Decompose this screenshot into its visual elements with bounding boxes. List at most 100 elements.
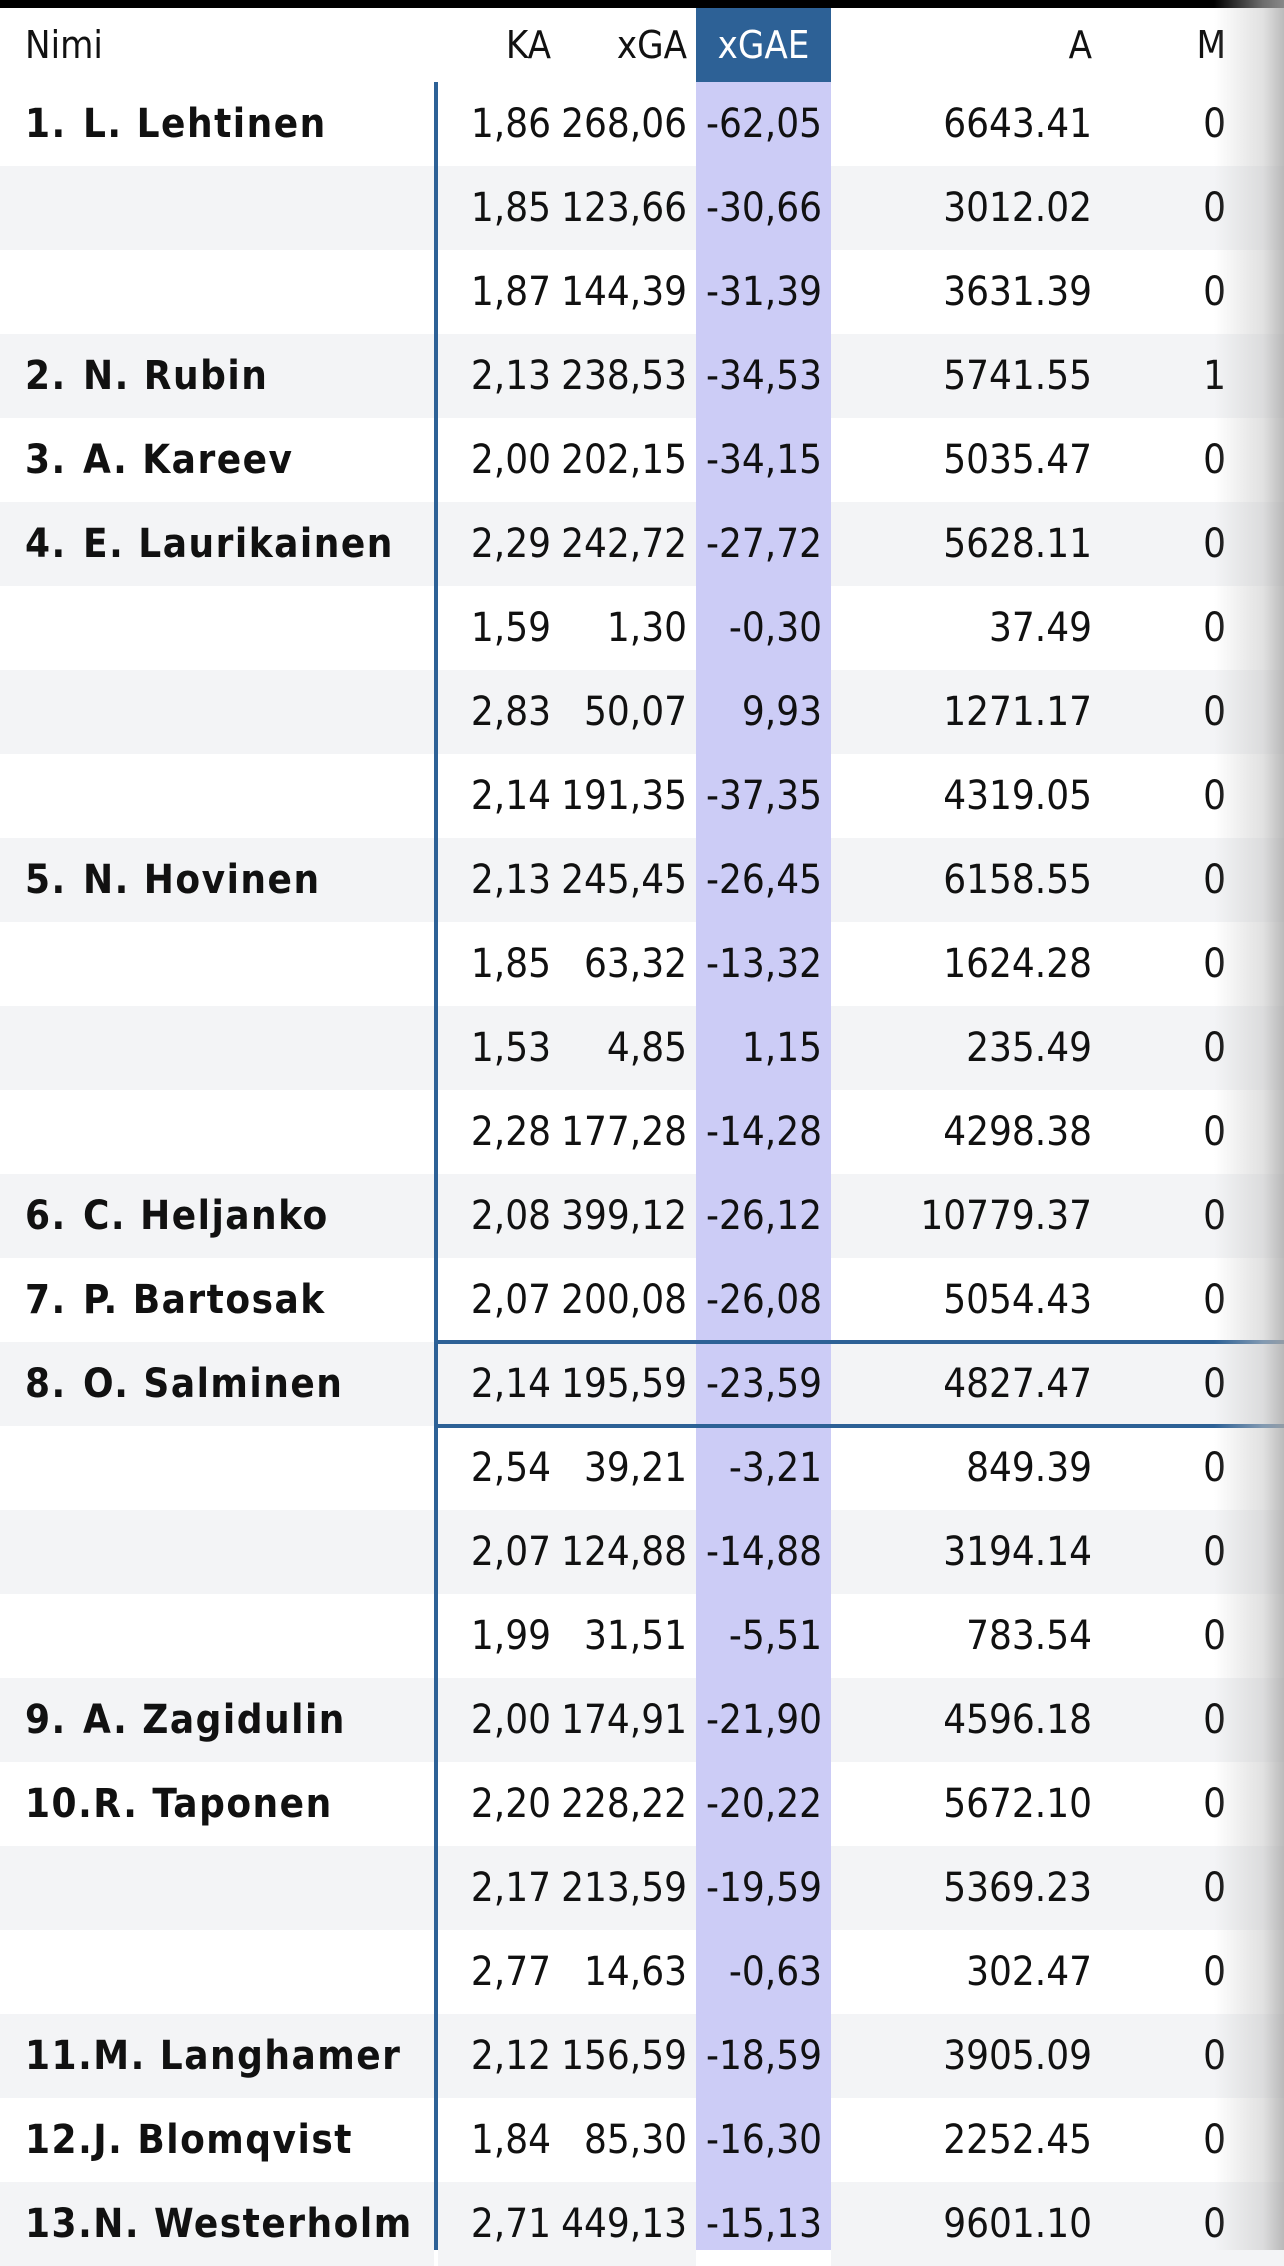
- table-row[interactable]: 1,85 63,32 -13,32 1624.28 0: [0, 922, 1284, 1006]
- ka-cell: 1,87: [470, 269, 551, 315]
- player-name-cell[interactable]: 3. A. Kareev: [25, 418, 435, 502]
- column-header-xgae-sorted[interactable]: xGAE: [696, 8, 831, 82]
- table-row[interactable]: 2,17 213,59 -19,59 5369.23 0: [0, 1846, 1284, 1930]
- player-name-cell[interactable]: 12.J. Blomqvist: [25, 2098, 435, 2182]
- player-name[interactable]: O. Salminen: [83, 1361, 344, 1407]
- table-row[interactable]: 7. P. Bartosak 2,07 200,08 -26,08 5054.43 0: [0, 1258, 1284, 1342]
- column-header-a[interactable]: A: [1068, 23, 1092, 67]
- table-row[interactable]: 5. N. Hovinen 2,13 245,45 -26,45 6158.55 0: [0, 838, 1284, 922]
- xga-cell: 228,22: [561, 1781, 687, 1827]
- table-row[interactable]: 13.N. Westerholm 2,71 449,13 -15,13 9601.10 0: [0, 2182, 1284, 2266]
- player-name-cell[interactable]: 10.R. Taponen: [25, 1762, 435, 1846]
- player-name-cell[interactable]: [25, 922, 435, 1006]
- table-row[interactable]: 2,14 191,35 -37,35 4319.05 0: [0, 754, 1284, 838]
- row-background-left: [0, 1510, 434, 1594]
- a-cell: 5628.11: [943, 521, 1092, 567]
- top-edge-bar: [0, 0, 1284, 8]
- player-name[interactable]: A. Kareev: [83, 437, 294, 483]
- a-cell: 5672.10: [943, 1781, 1092, 1827]
- table-row[interactable]: 1,99 31,51 -5,51 783.54 0: [0, 1594, 1284, 1678]
- player-name-cell[interactable]: 6. C. Heljanko: [25, 1174, 435, 1258]
- rank-number: 8.: [25, 1361, 67, 1407]
- player-name[interactable]: R. Taponen: [93, 1781, 333, 1827]
- table-row[interactable]: 1,53 4,85 1,15 235.49 0: [0, 1006, 1284, 1090]
- rank-number: 5.: [25, 857, 67, 903]
- row-background-right: [438, 1174, 1284, 1258]
- table-row[interactable]: 9. A. Zagidulin 2,00 174,91 -21,90 4596.18 0: [0, 1678, 1284, 1762]
- player-name-cell[interactable]: [25, 250, 435, 334]
- xga-cell: 177,28: [561, 1109, 687, 1155]
- player-name-cell[interactable]: 11.M. Langhamer: [25, 2014, 435, 2098]
- column-header-xga[interactable]: xGA: [616, 23, 687, 67]
- rank-number: 10.: [25, 1781, 94, 1827]
- player-name[interactable]: P. Bartosak: [83, 1277, 326, 1323]
- player-name-cell[interactable]: [25, 1594, 435, 1678]
- m-cell: 0: [1203, 1109, 1226, 1155]
- xga-cell: 123,66: [561, 185, 687, 231]
- player-name-cell[interactable]: 13.N. Westerholm: [25, 2182, 435, 2266]
- table-row[interactable]: 2,28 177,28 -14,28 4298.38 0: [0, 1090, 1284, 1174]
- xgae-cell: -16,30: [706, 2117, 822, 2163]
- xgae-cell: -26,12: [706, 1193, 822, 1239]
- row-background-right: [438, 166, 1284, 250]
- ka-cell: 2,14: [470, 1361, 551, 1407]
- player-name-cell[interactable]: [25, 754, 435, 838]
- table-row[interactable]: 2. N. Rubin 2,13 238,53 -34,53 5741.55 1: [0, 334, 1284, 418]
- table-row[interactable]: 2,77 14,63 -0,63 302.47 0: [0, 1930, 1284, 2014]
- ka-cell: 2,07: [470, 1529, 551, 1575]
- column-header-m[interactable]: M: [1196, 23, 1226, 67]
- player-name[interactable]: N. Westerholm: [93, 2201, 413, 2247]
- column-header-nimi[interactable]: Nimi: [25, 23, 103, 67]
- table-row[interactable]: 10.R. Taponen 2,20 228,22 -20,22 5672.10 0: [0, 1762, 1284, 1846]
- player-name-cell[interactable]: 2. N. Rubin: [25, 334, 435, 418]
- xgae-cell: -31,39: [706, 269, 822, 315]
- player-name-cell[interactable]: 9. A. Zagidulin: [25, 1678, 435, 1762]
- table-row[interactable]: 2,54 39,21 -3,21 849.39 0: [0, 1426, 1284, 1510]
- player-name-cell[interactable]: [25, 1510, 435, 1594]
- player-name-cell[interactable]: 7. P. Bartosak: [25, 1258, 435, 1342]
- player-name-cell[interactable]: [25, 1426, 435, 1510]
- player-name-cell[interactable]: [25, 1006, 435, 1090]
- table-row[interactable]: 8. O. Salminen 2,14 195,59 -23,59 4827.47 0: [0, 1340, 1284, 1428]
- player-name-cell[interactable]: 5. N. Hovinen: [25, 838, 435, 922]
- player-name[interactable]: M. Langhamer: [93, 2033, 402, 2079]
- m-cell: 0: [1203, 1529, 1226, 1575]
- player-name-cell[interactable]: [25, 670, 435, 754]
- column-header-ka[interactable]: KA: [505, 23, 551, 67]
- table-row[interactable]: 4. E. Laurikainen 2,29 242,72 -27,72 5628.11 0: [0, 502, 1284, 586]
- player-name-cell[interactable]: 1. L. Lehtinen: [25, 82, 435, 166]
- m-cell: 0: [1203, 689, 1226, 735]
- player-name[interactable]: N. Rubin: [83, 353, 269, 399]
- player-name[interactable]: E. Laurikainen: [83, 521, 394, 567]
- table-row[interactable]: 3. A. Kareev 2,00 202,15 -34,15 5035.47 0: [0, 418, 1284, 502]
- table-row[interactable]: 2,07 124,88 -14,88 3194.14 0: [0, 1510, 1284, 1594]
- player-name[interactable]: A. Zagidulin: [83, 1697, 346, 1743]
- ka-cell: 2,77: [470, 1949, 551, 1995]
- table-row[interactable]: 1,59 1,30 -0,30 37.49 0: [0, 586, 1284, 670]
- table-row[interactable]: 12.J. Blomqvist 1,84 85,30 -16,30 2252.45 0: [0, 2098, 1284, 2182]
- player-name-cell[interactable]: 8. O. Salminen: [25, 1342, 435, 1426]
- table-row[interactable]: 2,83 50,07 9,93 1271.17 0: [0, 670, 1284, 754]
- table-row[interactable]: 1. L. Lehtinen 1,86 268,06 -62,05 6643.41 0: [0, 82, 1284, 166]
- xga-cell: 39,21: [584, 1445, 687, 1491]
- table-row[interactable]: 1,85 123,66 -30,66 3012.02 0: [0, 166, 1284, 250]
- player-name[interactable]: N. Hovinen: [83, 857, 321, 903]
- player-name[interactable]: L. Lehtinen: [83, 101, 327, 147]
- table-row[interactable]: 1,87 144,39 -31,39 3631.39 0: [0, 250, 1284, 334]
- m-cell: 0: [1203, 2201, 1226, 2247]
- player-name-cell[interactable]: [25, 1090, 435, 1174]
- player-name[interactable]: J. Blomqvist: [93, 2117, 353, 2163]
- player-name-cell[interactable]: [25, 1930, 435, 2014]
- a-cell: 1624.28: [943, 941, 1092, 987]
- player-name-cell[interactable]: 4. E. Laurikainen: [25, 502, 435, 586]
- table-row[interactable]: 11.M. Langhamer 2,12 156,59 -18,59 3905.09 0: [0, 2014, 1284, 2098]
- player-name-cell[interactable]: [25, 1846, 435, 1930]
- a-cell: 3012.02: [943, 185, 1092, 231]
- player-name-cell[interactable]: [25, 586, 435, 670]
- ka-cell: 2,29: [470, 521, 551, 567]
- player-name[interactable]: C. Heljanko: [83, 1193, 329, 1239]
- player-name-cell[interactable]: [25, 166, 435, 250]
- xga-cell: 238,53: [561, 353, 687, 399]
- xga-cell: 191,35: [561, 773, 687, 819]
- table-row[interactable]: 6. C. Heljanko 2,08 399,12 -26,12 10779.37 0: [0, 1174, 1284, 1258]
